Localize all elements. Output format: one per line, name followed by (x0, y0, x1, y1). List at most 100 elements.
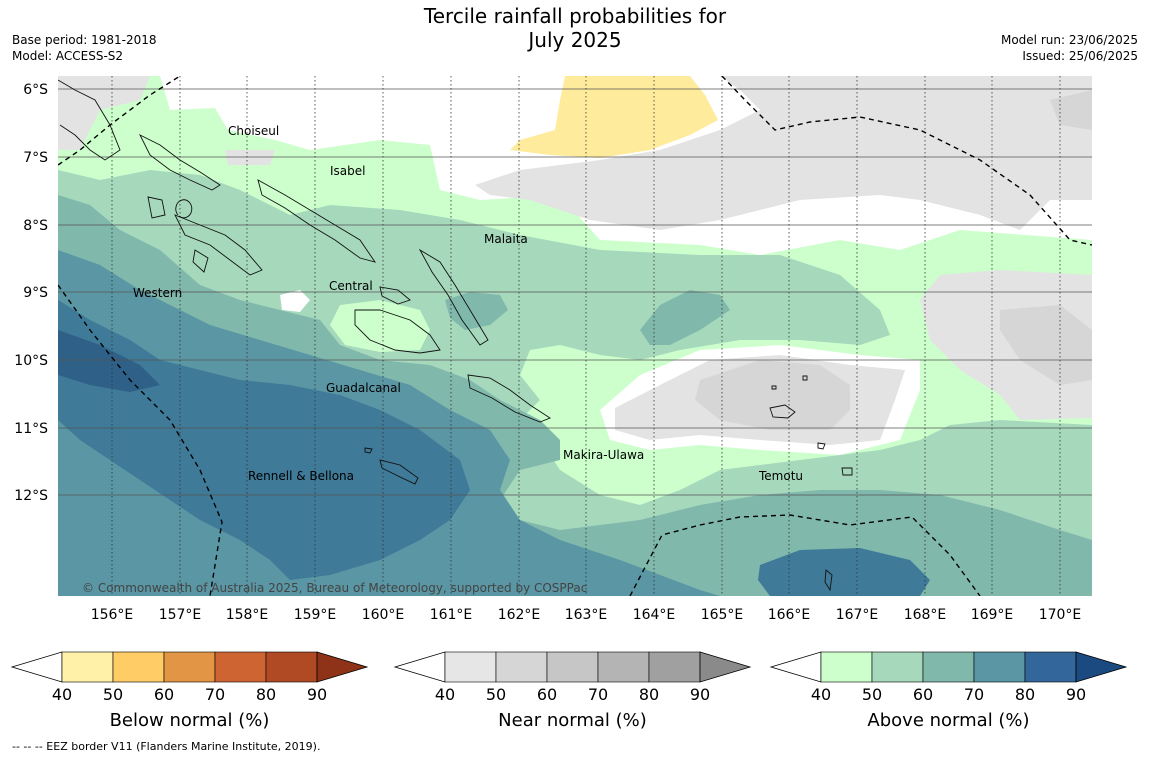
eez-footnote: -- -- -- EEZ border V11 (Flanders Marine… (12, 740, 321, 753)
lon-label: 163°E (565, 607, 608, 623)
colorbar-segment (820, 651, 873, 683)
near-40-50-zone-nw (58, 76, 150, 150)
colorbar-segment (922, 651, 975, 683)
above-80-90-zone-se (758, 548, 930, 596)
island-vella (147, 196, 166, 219)
colorbar-tick-label: 70 (964, 685, 984, 704)
lon-label: 162°E (498, 607, 541, 623)
lon-label: 161°E (430, 607, 473, 623)
colorbar-tick-label: 90 (690, 685, 710, 704)
colorbar-tick-label: 80 (1015, 685, 1035, 704)
colorbar-tick-label: 60 (913, 685, 933, 704)
colorbar-tick-label: 50 (862, 685, 882, 704)
island-kolombangara (175, 199, 193, 219)
island-florida (379, 286, 411, 305)
eez-borders (58, 76, 1092, 596)
island-tikopia (824, 569, 833, 592)
colorbar-segment (163, 651, 216, 683)
above-60-70-zone-east-blob (640, 290, 730, 345)
colorbar-segment (597, 651, 650, 683)
near-40-50-zone-choiseul (225, 150, 275, 165)
white-hole-central (280, 290, 310, 312)
colorbar-legend: 40 50 60 70 80 90 Below normal (%) 40 50 60 70 80 90… (10, 651, 1128, 731)
lat-label: 7°S (23, 150, 48, 166)
issued-date: Issued: 25/06/2025 (1022, 49, 1138, 63)
colorbar-tick-label: 40 (52, 685, 72, 704)
colorbar-segment (265, 651, 318, 683)
lon-label: 170°E (1039, 607, 1082, 623)
meta-left: Base period: 1981-2018 Model: ACCESS-S2 (12, 32, 157, 64)
region-label: Choiseul (228, 124, 279, 138)
meta-right: Model run: 23/06/2025 Issued: 25/06/2025 (1001, 32, 1138, 64)
region-label: Malaita (484, 232, 528, 246)
lat-label: 10°S (14, 353, 48, 369)
lon-label: 160°E (362, 607, 405, 623)
lat-label: 11°S (14, 421, 48, 437)
region-label: Makira-Ulawa (563, 448, 644, 462)
colorbar-tick-label: 90 (307, 685, 327, 704)
colorbar-under-triangle (769, 651, 822, 683)
colorbar-tick-label: 70 (588, 685, 608, 704)
near-50-60-zone-ne (1050, 90, 1092, 130)
near-50-60-zone-temotu (695, 360, 850, 430)
island-choiseul (138, 133, 221, 191)
colorbar-tick-label: 70 (205, 685, 225, 704)
colorbar-title: Above normal (%) (867, 710, 1029, 731)
lat-label: 9°S (23, 285, 48, 301)
colorbar-tick-label: 40 (435, 685, 455, 704)
colorbar-tick-label: 60 (154, 685, 174, 704)
colorbar-tick-label: 90 (1066, 685, 1086, 704)
coastlines (58, 79, 853, 592)
lon-label: 157°E (159, 607, 202, 623)
eez-border-south (629, 514, 981, 596)
colorbar-title: Near normal (%) (498, 710, 647, 731)
model-name: Model: ACCESS-S2 (12, 49, 124, 63)
colorbar-segment (444, 651, 497, 683)
colorbar-over-triangle (316, 651, 369, 683)
colorbar-1: 40 50 60 70 80 90 Near normal (%) (393, 651, 752, 731)
colorbar-tick-label: 60 (537, 685, 557, 704)
lon-label: 165°E (701, 607, 744, 623)
title-line-2: July 2025 (528, 28, 622, 52)
eez-border-png-north (58, 76, 181, 166)
region-label: Temotu (758, 469, 803, 483)
island-guadalcanal (354, 309, 441, 354)
chart-title: Tercile rainfall probabilities for July … (0, 4, 1150, 52)
above-60-70-zone-malaita (445, 292, 508, 330)
colorbar-segment (871, 651, 924, 683)
lon-label: 168°E (904, 607, 947, 623)
colorbar-segment (973, 651, 1026, 683)
region-label: Rennell & Bellona (248, 469, 354, 483)
near-50-60-zone-e (1000, 305, 1092, 385)
above-80-90-zone (58, 300, 470, 580)
lon-label: 167°E (836, 607, 879, 623)
colorbar-segment (648, 651, 701, 683)
island-bougainville (58, 79, 121, 161)
colorbar-segment (214, 651, 267, 683)
island-bellona (364, 447, 373, 454)
island-reef (771, 385, 777, 390)
lat-label: 8°S (23, 218, 48, 234)
near-40-50-zone-ne (475, 76, 1092, 230)
lon-label: 159°E (294, 607, 337, 623)
base-period: Base period: 1981-2018 (12, 33, 157, 47)
colorbar-over-triangle (699, 651, 752, 683)
region-label: Isabel (330, 164, 365, 178)
above-90-zone (58, 330, 160, 392)
graticule (58, 88, 1092, 496)
colorbar-tick-label: 80 (639, 685, 659, 704)
lat-label: 6°S (23, 82, 48, 98)
colorbar-tick-label: 80 (256, 685, 276, 704)
island-makira (467, 374, 551, 423)
meridians (111, 76, 1061, 596)
island-santa-cruz (769, 404, 796, 419)
colorbar-segment (112, 651, 165, 683)
region-label: Guadalcanal (326, 381, 401, 395)
colorbar-tick-label: 50 (103, 685, 123, 704)
colorbar-segment (546, 651, 599, 683)
island-vanikoro (817, 442, 826, 450)
colorbar-under-triangle (393, 651, 446, 683)
colorbar-title: Below normal (%) (110, 710, 270, 731)
region-label: Central (329, 279, 373, 293)
